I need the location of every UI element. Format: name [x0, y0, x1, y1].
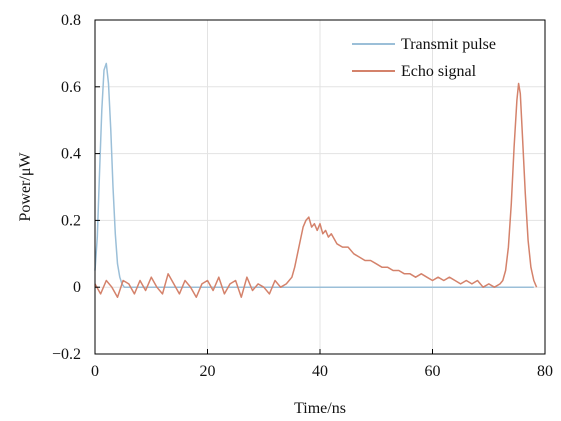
- series-layer: [94, 62, 538, 298]
- legend: Transmit pulse Echo signal: [352, 36, 496, 80]
- legend-label-transmit: Transmit pulse: [401, 36, 496, 53]
- y-tick-label: 0: [73, 279, 81, 296]
- legend-label-echo: Echo signal: [401, 63, 477, 80]
- x-tick-label: 60: [425, 363, 441, 380]
- y-tick-label: −0.2: [52, 346, 81, 363]
- tick-labels: 0 20 40 60 80 −0.2 0 0.2 0.4 0.6 0.8: [52, 12, 553, 380]
- y-tick-label: 0.4: [61, 146, 81, 163]
- ticks: [94, 19, 546, 355]
- x-tick-label: 80: [537, 363, 553, 380]
- transmit-pulse-line: [94, 62, 534, 288]
- y-tick-label: 0.8: [61, 12, 81, 29]
- x-tick-label: 40: [312, 363, 328, 380]
- y-tick-label: 0.6: [61, 79, 81, 96]
- x-tick-label: 20: [200, 363, 216, 380]
- y-axis-title: Power/μW: [17, 152, 34, 222]
- echo-signal-line: [94, 82, 538, 298]
- x-axis-title: Time/ns: [294, 400, 346, 417]
- y-tick-label: 0.2: [61, 212, 81, 229]
- x-tick-label: 0: [91, 363, 99, 380]
